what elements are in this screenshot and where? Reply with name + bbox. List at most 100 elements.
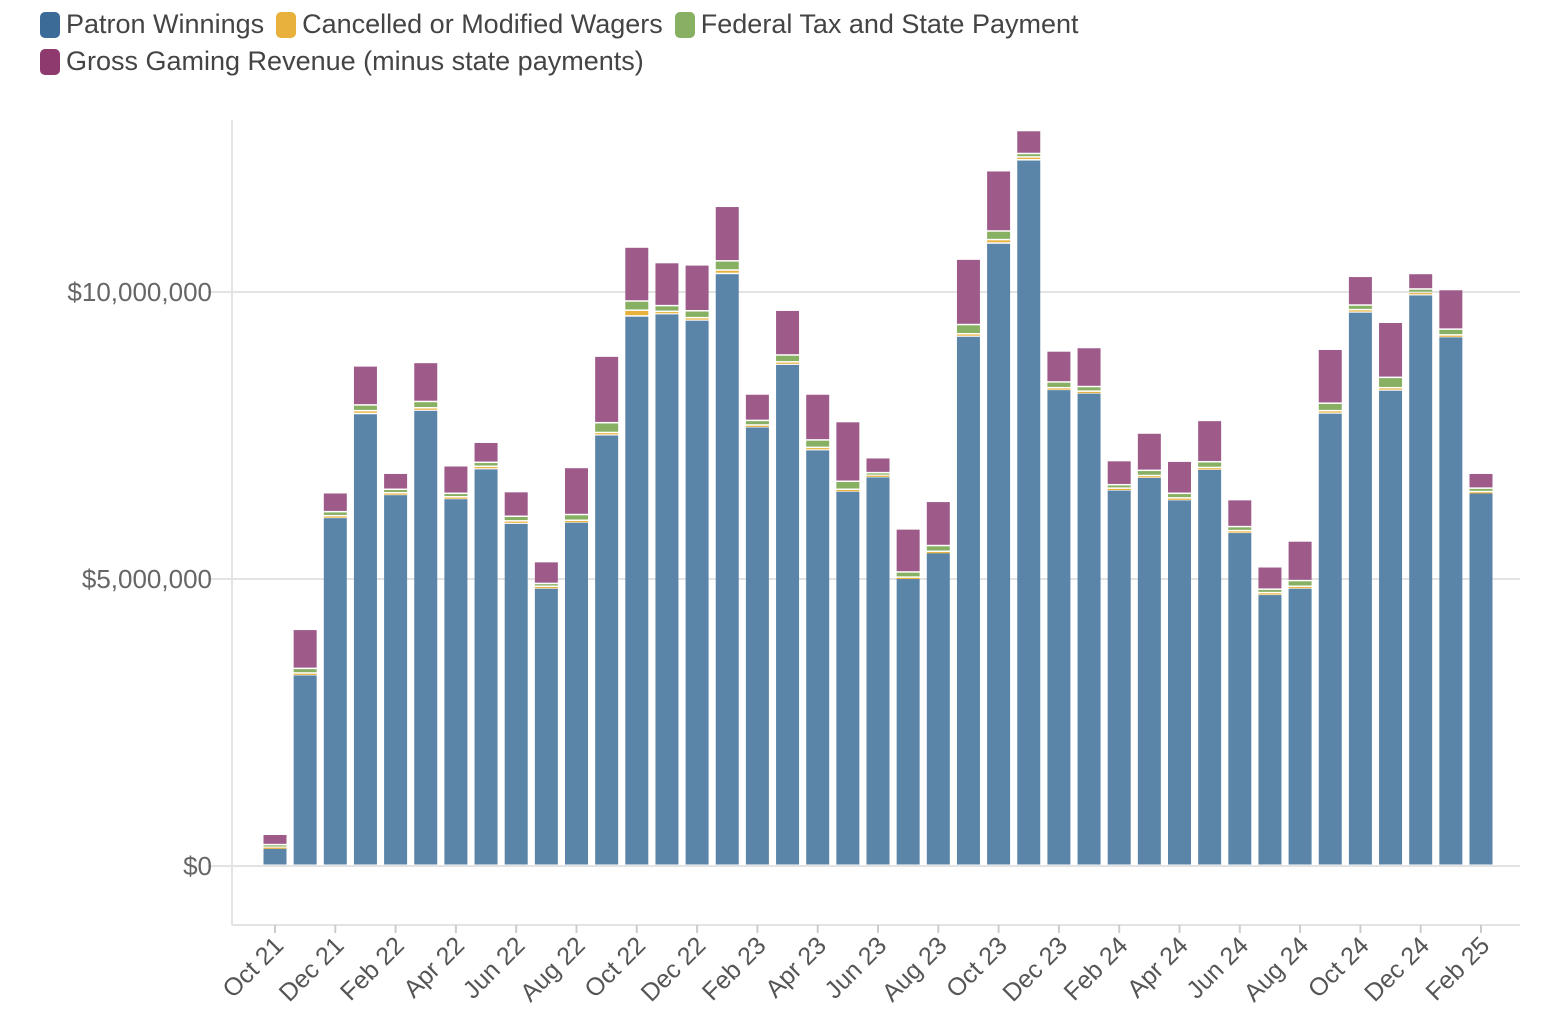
- bar-segment-cancelled-or-modified-wagers[interactable]: [414, 408, 438, 410]
- bar-group[interactable]: [1077, 348, 1101, 865]
- bar-segment-gross-gaming-revenue-minus-state-payments[interactable]: [263, 835, 287, 844]
- bar-segment-federal-tax-and-state-payment[interactable]: [1409, 289, 1433, 292]
- bar-segment-gross-gaming-revenue-minus-state-payments[interactable]: [956, 259, 980, 324]
- bar-segment-federal-tax-and-state-payment[interactable]: [1258, 589, 1282, 592]
- bar-segment-gross-gaming-revenue-minus-state-payments[interactable]: [776, 310, 800, 355]
- bar-segment-federal-tax-and-state-payment[interactable]: [866, 473, 890, 475]
- bar-segment-federal-tax-and-state-payment[interactable]: [1439, 329, 1463, 335]
- bar-segment-federal-tax-and-state-payment[interactable]: [655, 306, 679, 311]
- bar-segment-patron-winnings[interactable]: [1379, 390, 1403, 865]
- bar-segment-gross-gaming-revenue-minus-state-payments[interactable]: [323, 493, 347, 511]
- bar-segment-federal-tax-and-state-payment[interactable]: [595, 423, 619, 432]
- bar-segment-patron-winnings[interactable]: [323, 518, 347, 865]
- bar-segment-cancelled-or-modified-wagers[interactable]: [263, 847, 287, 849]
- bar-segment-gross-gaming-revenue-minus-state-payments[interactable]: [414, 363, 438, 401]
- bar-segment-gross-gaming-revenue-minus-state-payments[interactable]: [1168, 461, 1191, 493]
- bar-segment-patron-winnings[interactable]: [1228, 533, 1252, 865]
- bar-segment-cancelled-or-modified-wagers[interactable]: [1077, 391, 1101, 394]
- bar-group[interactable]: [1107, 461, 1131, 865]
- bar-segment-federal-tax-and-state-payment[interactable]: [293, 669, 317, 673]
- bar-segment-cancelled-or-modified-wagers[interactable]: [836, 490, 860, 492]
- bar-segment-cancelled-or-modified-wagers[interactable]: [1469, 492, 1493, 494]
- bar-group[interactable]: [1258, 567, 1282, 865]
- bar-segment-cancelled-or-modified-wagers[interactable]: [1348, 310, 1372, 312]
- bar-segment-cancelled-or-modified-wagers[interactable]: [806, 448, 830, 450]
- bar-group[interactable]: [474, 442, 498, 865]
- bar-segment-federal-tax-and-state-payment[interactable]: [1318, 403, 1342, 410]
- bar-group[interactable]: [987, 171, 1011, 865]
- bar-group[interactable]: [293, 630, 317, 865]
- bar-group[interactable]: [263, 835, 287, 865]
- bar-group[interactable]: [745, 394, 769, 865]
- bar-segment-patron-winnings[interactable]: [896, 579, 920, 865]
- bar-segment-patron-winnings[interactable]: [1258, 595, 1282, 865]
- bar-segment-gross-gaming-revenue-minus-state-payments[interactable]: [1107, 461, 1131, 484]
- bar-segment-patron-winnings[interactable]: [565, 522, 588, 865]
- bar-segment-gross-gaming-revenue-minus-state-payments[interactable]: [293, 630, 317, 668]
- bar-segment-gross-gaming-revenue-minus-state-payments[interactable]: [534, 562, 558, 583]
- bar-segment-cancelled-or-modified-wagers[interactable]: [1168, 498, 1191, 500]
- bar-group[interactable]: [565, 468, 588, 865]
- bar-segment-federal-tax-and-state-payment[interactable]: [384, 490, 408, 492]
- bar-segment-federal-tax-and-state-payment[interactable]: [1168, 494, 1191, 498]
- legend-item-gross-gaming-revenue[interactable]: Gross Gaming Revenue (minus state paymen…: [40, 46, 644, 77]
- bar-segment-patron-winnings[interactable]: [504, 523, 528, 865]
- bar-segment-gross-gaming-revenue-minus-state-payments[interactable]: [655, 263, 679, 305]
- bar-segment-federal-tax-and-state-payment[interactable]: [1288, 581, 1312, 586]
- bar-segment-federal-tax-and-state-payment[interactable]: [806, 440, 830, 447]
- bar-segment-patron-winnings[interactable]: [685, 320, 709, 865]
- bar-group[interactable]: [625, 247, 649, 865]
- bar-segment-cancelled-or-modified-wagers[interactable]: [776, 362, 800, 364]
- bar-segment-cancelled-or-modified-wagers[interactable]: [1288, 587, 1312, 589]
- bar-segment-federal-tax-and-state-payment[interactable]: [1077, 387, 1101, 391]
- bar-segment-gross-gaming-revenue-minus-state-payments[interactable]: [1047, 351, 1071, 382]
- bar-group[interactable]: [1137, 433, 1161, 865]
- bar-segment-patron-winnings[interactable]: [414, 410, 438, 865]
- bar-segment-cancelled-or-modified-wagers[interactable]: [595, 433, 619, 435]
- bar-segment-patron-winnings[interactable]: [745, 427, 769, 865]
- bar-segment-gross-gaming-revenue-minus-state-payments[interactable]: [896, 529, 920, 572]
- bar-segment-federal-tax-and-state-payment[interactable]: [987, 231, 1011, 239]
- bar-segment-gross-gaming-revenue-minus-state-payments[interactable]: [1017, 131, 1041, 153]
- bar-segment-gross-gaming-revenue-minus-state-payments[interactable]: [384, 473, 408, 489]
- bar-segment-cancelled-or-modified-wagers[interactable]: [353, 411, 377, 413]
- bar-group[interactable]: [1439, 290, 1463, 865]
- bar-segment-patron-winnings[interactable]: [836, 491, 860, 865]
- bar-segment-cancelled-or-modified-wagers[interactable]: [926, 552, 950, 554]
- bar-segment-patron-winnings[interactable]: [1017, 160, 1041, 865]
- bar-segment-federal-tax-and-state-payment[interactable]: [1017, 154, 1041, 157]
- bar-group[interactable]: [1379, 322, 1403, 865]
- bar-group[interactable]: [1469, 473, 1493, 865]
- bar-segment-patron-winnings[interactable]: [655, 314, 679, 865]
- bar-group[interactable]: [323, 493, 347, 865]
- bar-group[interactable]: [866, 458, 890, 865]
- bar-segment-patron-winnings[interactable]: [1047, 390, 1071, 865]
- bar-segment-cancelled-or-modified-wagers[interactable]: [293, 673, 317, 675]
- bar-segment-gross-gaming-revenue-minus-state-payments[interactable]: [926, 502, 950, 545]
- bar-segment-federal-tax-and-state-payment[interactable]: [715, 261, 739, 270]
- bar-group[interactable]: [353, 366, 377, 865]
- bar-segment-federal-tax-and-state-payment[interactable]: [625, 301, 649, 310]
- bar-segment-gross-gaming-revenue-minus-state-payments[interactable]: [474, 442, 498, 462]
- bar-group[interactable]: [1047, 351, 1071, 865]
- bar-segment-cancelled-or-modified-wagers[interactable]: [1047, 388, 1071, 390]
- bar-segment-patron-winnings[interactable]: [444, 499, 468, 865]
- bar-segment-cancelled-or-modified-wagers[interactable]: [1379, 388, 1403, 390]
- bar-segment-cancelled-or-modified-wagers[interactable]: [1318, 411, 1342, 413]
- bar-segment-cancelled-or-modified-wagers[interactable]: [323, 516, 347, 518]
- legend-item-patron-winnings[interactable]: Patron Winnings: [40, 9, 264, 40]
- bar-segment-cancelled-or-modified-wagers[interactable]: [625, 310, 649, 316]
- bar-segment-cancelled-or-modified-wagers[interactable]: [1137, 476, 1161, 478]
- bar-group[interactable]: [1288, 541, 1312, 865]
- bar-segment-gross-gaming-revenue-minus-state-payments[interactable]: [1348, 277, 1372, 305]
- bar-segment-federal-tax-and-state-payment[interactable]: [565, 515, 588, 520]
- bar-segment-cancelled-or-modified-wagers[interactable]: [444, 497, 468, 499]
- bar-segment-patron-winnings[interactable]: [353, 414, 377, 865]
- bar-group[interactable]: [685, 265, 709, 865]
- bar-segment-gross-gaming-revenue-minus-state-payments[interactable]: [836, 422, 860, 481]
- bar-segment-gross-gaming-revenue-minus-state-payments[interactable]: [1198, 421, 1222, 461]
- bar-segment-federal-tax-and-state-payment[interactable]: [956, 325, 980, 333]
- bar-segment-patron-winnings[interactable]: [956, 336, 980, 865]
- bar-segment-gross-gaming-revenue-minus-state-payments[interactable]: [1288, 541, 1312, 580]
- bar-segment-gross-gaming-revenue-minus-state-payments[interactable]: [745, 394, 769, 420]
